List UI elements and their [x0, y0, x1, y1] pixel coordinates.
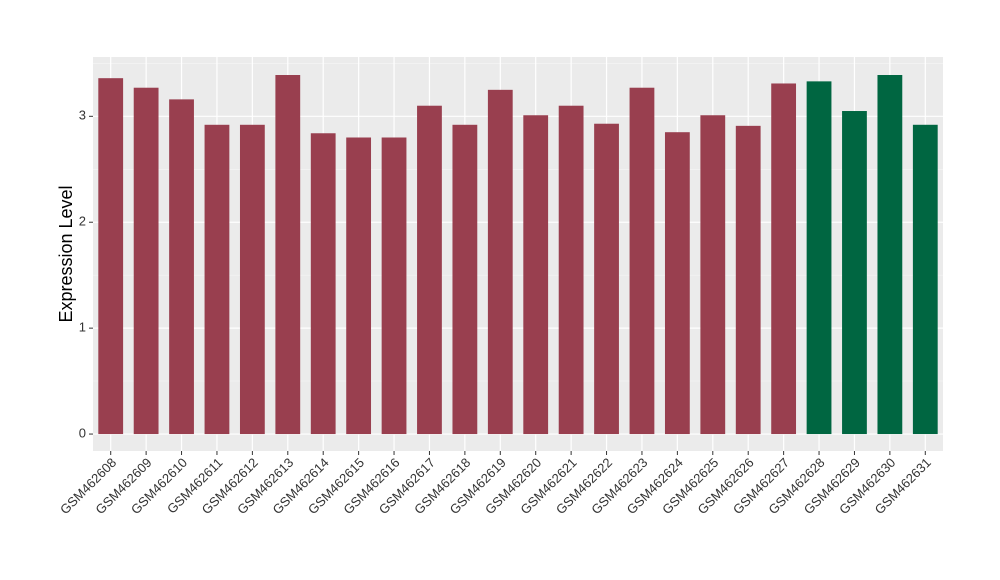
bar — [700, 115, 726, 435]
bar — [594, 123, 619, 435]
y-tick-label: 0 — [79, 425, 86, 440]
bar — [98, 78, 124, 435]
bar — [310, 133, 336, 435]
bar — [771, 83, 797, 435]
bar — [558, 105, 584, 435]
bar — [664, 132, 690, 435]
bar — [487, 89, 513, 435]
bar — [523, 115, 549, 435]
bar — [239, 124, 265, 435]
bar — [204, 124, 230, 435]
bar — [381, 137, 407, 435]
bar — [629, 87, 655, 435]
bar — [912, 124, 938, 435]
bar — [806, 81, 832, 435]
bar — [417, 105, 442, 435]
y-axis-title: Expression Level — [56, 185, 76, 322]
panel-background — [93, 57, 943, 451]
bar — [452, 124, 478, 435]
bar — [133, 87, 159, 435]
bar — [346, 137, 372, 435]
bar — [735, 125, 761, 435]
y-tick-label: 1 — [79, 320, 86, 335]
bar — [169, 99, 194, 435]
bar — [275, 75, 301, 435]
y-tick-label: 3 — [79, 108, 86, 123]
bar — [842, 111, 867, 435]
bar — [877, 75, 903, 435]
y-tick-label: 2 — [79, 214, 86, 229]
